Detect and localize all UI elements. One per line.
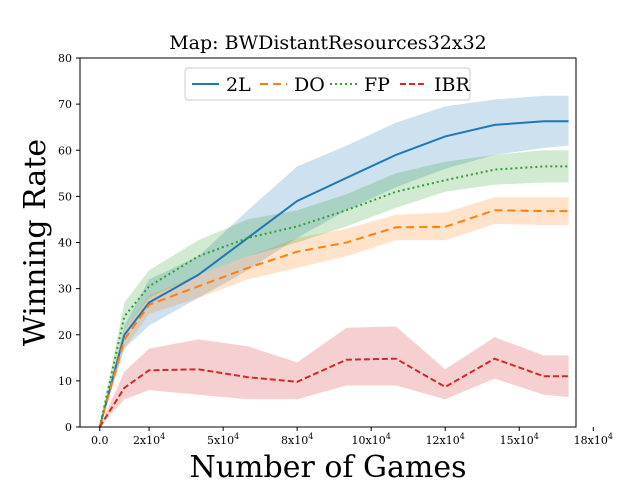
legend-label-do: DO bbox=[294, 74, 325, 96]
y-tick-label: 30 bbox=[58, 283, 72, 296]
band-fp bbox=[99, 150, 569, 428]
x-tick-label: 15x104 bbox=[500, 432, 539, 447]
y-tick-label: 60 bbox=[58, 144, 72, 157]
band-ibr bbox=[99, 326, 569, 427]
y-tick-label: 20 bbox=[58, 329, 72, 342]
y-tick-label: 0 bbox=[65, 421, 72, 434]
chart-title: Map: BWDistantResources32x32 bbox=[169, 32, 487, 54]
y-axis-label: Winning Rate bbox=[18, 139, 53, 346]
legend-label-fp: FP bbox=[364, 74, 390, 96]
x-axis-ticks: 0.0 2x104 5x104 8x104 10x104 12x104 15x104 18x1… bbox=[91, 427, 613, 447]
x-tick-label: 5x104 bbox=[207, 432, 239, 447]
y-tick-label: 40 bbox=[58, 237, 72, 250]
y-tick-label: 50 bbox=[58, 190, 72, 203]
x-axis-label: Number of Games bbox=[189, 450, 466, 480]
legend-label-2l: 2L bbox=[226, 74, 251, 96]
y-axis-ticks: 0 10 20 30 40 50 60 70 80 bbox=[58, 52, 80, 434]
legend: 2L DO FP IBR bbox=[184, 67, 471, 101]
line-ibr bbox=[98, 357, 569, 428]
x-tick-label: 18x104 bbox=[574, 432, 613, 447]
x-tick-label: 2x104 bbox=[133, 432, 165, 447]
series-lines bbox=[98, 120, 569, 428]
legend-label-ibr: IBR bbox=[434, 74, 470, 96]
line-do bbox=[98, 209, 569, 428]
band-do bbox=[99, 197, 569, 427]
y-tick-label: 10 bbox=[58, 375, 72, 388]
legend-box bbox=[184, 67, 471, 101]
x-tick-label: 8x104 bbox=[281, 432, 313, 447]
x-tick-label: 10x104 bbox=[352, 432, 391, 447]
x-tick-label: 0.0 bbox=[91, 434, 109, 447]
confidence-bands bbox=[99, 95, 569, 428]
y-tick-label: 70 bbox=[58, 98, 72, 111]
y-tick-label: 80 bbox=[58, 52, 72, 65]
band-2l bbox=[99, 95, 569, 428]
x-tick-label: 12x104 bbox=[426, 432, 465, 447]
line-2l bbox=[98, 120, 569, 428]
line-fp bbox=[98, 165, 569, 428]
